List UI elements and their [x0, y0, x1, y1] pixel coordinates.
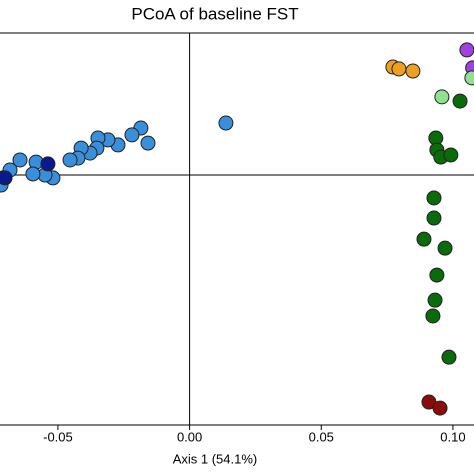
point: [426, 210, 442, 226]
point: [391, 61, 407, 77]
point: [429, 267, 445, 283]
x-tick-label: 0.05: [309, 429, 334, 444]
plot-frame: [0, 32, 474, 426]
point: [426, 190, 442, 206]
point: [124, 127, 140, 143]
point: [25, 166, 41, 182]
point: [432, 400, 448, 416]
x-tick-label: 0.10: [440, 429, 465, 444]
point: [12, 152, 28, 168]
point: [0, 170, 13, 186]
point: [427, 292, 443, 308]
point: [464, 70, 474, 86]
point: [437, 240, 453, 256]
point: [40, 156, 56, 172]
x-tick-label: -0.05: [43, 429, 73, 444]
point: [416, 231, 432, 247]
point: [459, 42, 474, 58]
point: [218, 115, 234, 131]
point: [452, 93, 468, 109]
point: [140, 135, 156, 151]
point: [62, 152, 78, 168]
point: [405, 63, 421, 79]
chart-title: PCoA of baseline FST: [131, 4, 298, 23]
x-axis-label: Axis 1 (54.1%): [173, 451, 258, 466]
point: [425, 308, 441, 324]
point: [434, 89, 450, 105]
x-tick-label: 0.00: [177, 429, 202, 444]
point: [443, 147, 459, 163]
point: [441, 349, 457, 365]
